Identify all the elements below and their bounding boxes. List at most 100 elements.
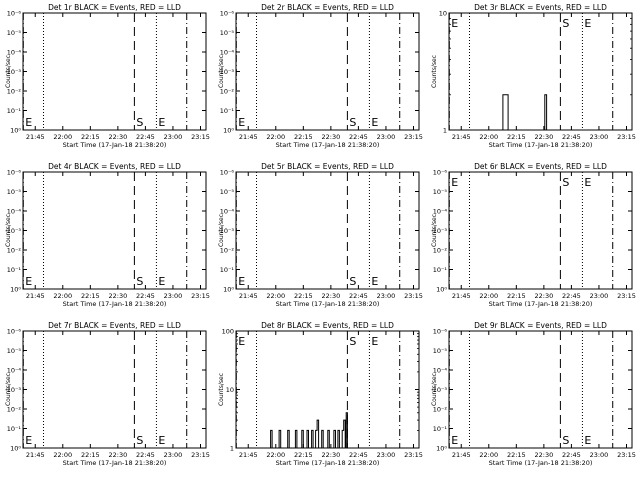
x-tick-label: 23:15 [617, 292, 636, 300]
y-axis-label: Counts/sec [5, 373, 12, 406]
y-tick-label: 10⁻⁵ [220, 188, 235, 196]
x-tick-label: 22:45 [349, 451, 368, 459]
event-marker: E [371, 116, 378, 129]
y-tick-label: 10⁻² [7, 247, 22, 255]
y-tick-label: 10⁻³ [7, 386, 22, 394]
y-tick-label: 10⁻⁶ [7, 10, 22, 18]
event-marker: S [349, 275, 356, 288]
y-tick-label: 10⁻⁶ [7, 169, 22, 177]
event-marker: E [158, 116, 165, 129]
event-marker: E [238, 275, 245, 288]
event-marker: E [25, 434, 32, 447]
y-tick-label: 10⁰ [10, 127, 21, 135]
x-tick-label: 22:30 [534, 133, 553, 141]
y-tick-label: 10⁻³ [220, 227, 235, 235]
x-tick-label: 23:00 [590, 292, 609, 300]
panel-2: Det 2r BLACK = Events, RED = LLD 10⁰ 10⁻¹ 1… [218, 3, 423, 149]
panel-7: Det 7r BLACK = Events, RED = LLD 10⁰ 10⁻¹ 1… [5, 321, 210, 467]
x-tick-label: 22:30 [321, 292, 340, 300]
x-tick-label: 22:30 [534, 451, 553, 459]
x-tick-label: 23:00 [590, 133, 609, 141]
x-tick-label: 23:00 [377, 133, 396, 141]
x-tick-label: 22:30 [321, 133, 340, 141]
y-tick-label: 1 [443, 127, 447, 135]
x-tick-label: 22:15 [294, 133, 313, 141]
x-tick-label: 23:15 [191, 133, 210, 141]
y-tick-label: 10⁻⁵ [7, 188, 22, 196]
y-tick-label: 10 [226, 386, 234, 394]
y-tick-label: 10⁻³ [433, 227, 448, 235]
panel-3: Det 3r BLACK = Events, RED = LLD 1 10 Count… [431, 3, 636, 149]
y-tick-label: 10⁻² [220, 88, 235, 96]
x-tick-label: 21:45 [239, 451, 258, 459]
x-axis-label: Start Time (17-Jan-18 21:38:20) [276, 459, 380, 467]
x-tick-label: 22:45 [562, 133, 581, 141]
x-axis-label: Start Time (17-Jan-18 21:38:20) [63, 300, 167, 308]
y-tick-label: 10⁻³ [7, 227, 22, 235]
x-tick-label: 23:00 [164, 292, 183, 300]
x-tick-label: 22:30 [534, 292, 553, 300]
y-tick-label: 10⁻¹ [220, 266, 235, 274]
event-marker: S [349, 335, 356, 348]
x-tick-label: 23:15 [191, 451, 210, 459]
event-marker: E [371, 275, 378, 288]
x-tick-label: 22:15 [294, 292, 313, 300]
x-tick-label: 22:15 [507, 133, 526, 141]
x-tick-label: 22:00 [53, 133, 72, 141]
panel-1: Det 1r BLACK = Events, RED = LLD 10⁰ 10⁻¹ 1… [5, 3, 210, 149]
x-axis-label: Start Time (17-Jan-18 21:38:20) [276, 141, 380, 149]
plot-frame [448, 12, 633, 131]
x-tick-label: 23:00 [377, 292, 396, 300]
x-tick-label: 22:00 [266, 292, 285, 300]
y-tick-label: 10⁻² [7, 88, 22, 96]
y-tick-label: 10⁻⁵ [7, 347, 22, 355]
x-tick-label: 22:15 [507, 292, 526, 300]
y-tick-label: 10⁻⁵ [433, 188, 448, 196]
x-tick-label: 21:45 [26, 133, 45, 141]
event-marker: E [25, 116, 32, 129]
y-tick-label: 10⁻² [220, 247, 235, 255]
plot-frame [22, 330, 207, 449]
event-marker: E [25, 275, 32, 288]
y-tick-label: 10⁻¹ [433, 266, 448, 274]
x-tick-label: 22:30 [108, 451, 127, 459]
y-tick-label: 10⁻⁴ [433, 208, 448, 216]
y-tick-label: 10⁰ [436, 286, 447, 294]
y-tick-label: 10⁰ [10, 286, 21, 294]
x-tick-label: 22:00 [479, 133, 498, 141]
y-tick-label: 10⁻⁶ [7, 328, 22, 336]
event-marker: E [371, 335, 378, 348]
y-axis-label: Counts/sec [431, 214, 438, 247]
plot-frame [448, 330, 633, 449]
event-marker: E [158, 434, 165, 447]
y-axis-label: Counts/sec [218, 373, 225, 406]
y-tick-label: 10⁻⁶ [433, 328, 448, 336]
panel-title: Det 8r BLACK = Events, RED = LLD [261, 321, 394, 330]
y-tick-label: 10⁻³ [220, 68, 235, 76]
y-tick-label: 10⁻¹ [433, 425, 448, 433]
y-tick-label: 10⁻³ [433, 386, 448, 394]
panel-title: Det 5r BLACK = Events, RED = LLD [261, 162, 394, 171]
x-tick-label: 22:15 [81, 292, 100, 300]
y-axis-label: Counts/sec [5, 214, 12, 247]
x-tick-label: 23:15 [404, 451, 423, 459]
x-tick-label: 21:45 [26, 451, 45, 459]
x-tick-label: 22:00 [53, 292, 72, 300]
x-tick-label: 21:45 [452, 292, 471, 300]
y-tick-label: 10⁻¹ [7, 266, 22, 274]
plot-frame [448, 171, 633, 290]
x-tick-label: 22:45 [136, 133, 155, 141]
event-marker: E [451, 17, 458, 30]
y-tick-label: 10⁻⁴ [7, 367, 22, 375]
y-tick-label: 10⁰ [223, 286, 234, 294]
event-marker: E [451, 434, 458, 447]
y-tick-label: 10⁻⁵ [7, 29, 22, 37]
event-marker: S [562, 17, 569, 30]
x-tick-label: 22:45 [136, 292, 155, 300]
plot-frame [235, 12, 420, 131]
y-tick-label: 10⁰ [223, 127, 234, 135]
x-tick-label: 22:00 [53, 451, 72, 459]
x-tick-label: 22:00 [479, 292, 498, 300]
x-tick-label: 22:15 [81, 133, 100, 141]
panel-5: Det 5r BLACK = Events, RED = LLD 10⁰ 10⁻¹ 1… [218, 162, 423, 308]
